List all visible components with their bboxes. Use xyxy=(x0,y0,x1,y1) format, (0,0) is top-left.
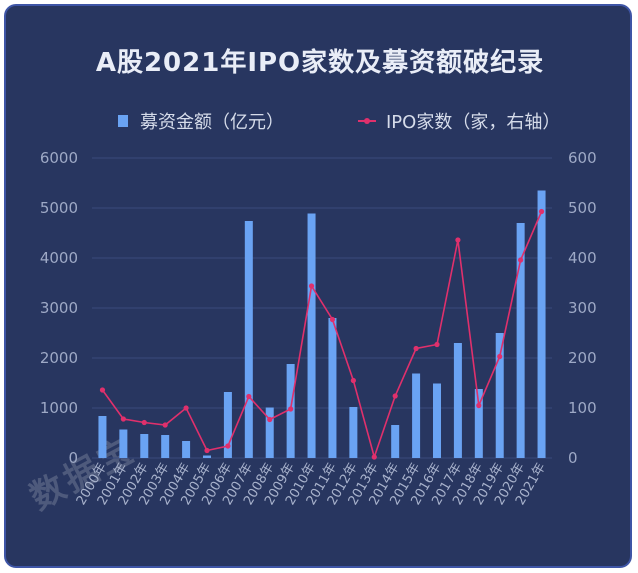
legend-item-bar: 募资金额（亿元） xyxy=(118,110,284,136)
bar xyxy=(161,435,170,458)
y-tick-left: 5000 xyxy=(40,199,78,217)
line-point xyxy=(308,283,315,289)
bar xyxy=(223,392,232,458)
bar xyxy=(433,383,441,458)
line-point xyxy=(476,402,482,409)
line-point xyxy=(371,454,377,460)
y-tick-left: 1000 xyxy=(40,399,78,417)
legend: 募资金额（亿元） IPO家数（家，右轴） xyxy=(6,110,630,136)
bar xyxy=(265,407,274,458)
line-point xyxy=(455,237,461,243)
y-tick-right: 0 xyxy=(568,449,578,467)
bar xyxy=(495,333,504,458)
line-point xyxy=(434,341,440,348)
chart-card: A股2021年IPO家数及募资额破纪录 募资金额（亿元） IPO家数（家，右轴）… xyxy=(4,4,632,568)
bar xyxy=(203,455,211,458)
bar xyxy=(453,343,462,458)
line-point xyxy=(183,405,189,411)
line-point xyxy=(288,406,294,412)
line-point xyxy=(518,257,524,263)
legend-label-bar: 募资金额（亿元） xyxy=(140,112,284,133)
bar xyxy=(140,434,149,458)
line-point xyxy=(120,416,126,422)
bar xyxy=(391,425,400,458)
y-tick-right: 200 xyxy=(568,349,597,367)
y-tick-left: 3000 xyxy=(40,299,78,317)
bar xyxy=(412,373,421,458)
line-point xyxy=(141,419,147,426)
line-swatch-icon xyxy=(358,115,376,127)
line-point xyxy=(225,443,231,449)
y-tick-right: 600 xyxy=(568,149,597,167)
y-tick-right: 100 xyxy=(568,399,597,417)
y-tick-left: 2000 xyxy=(40,349,78,367)
line-point xyxy=(162,422,168,428)
y-tick-left: 6000 xyxy=(40,149,78,167)
y-tick-left: 0 xyxy=(68,449,78,467)
line-point xyxy=(413,345,419,352)
bar xyxy=(328,318,337,458)
y-tick-right: 500 xyxy=(568,199,597,217)
bar xyxy=(98,416,107,458)
line-point xyxy=(538,208,545,215)
line-point xyxy=(246,393,252,400)
legend-label-line: IPO家数（家，右轴） xyxy=(386,112,561,133)
y-tick-left: 4000 xyxy=(40,249,78,267)
line-point xyxy=(350,377,356,384)
line-point xyxy=(392,393,398,399)
line-point xyxy=(497,353,503,360)
line-point xyxy=(329,316,336,323)
line-point xyxy=(204,447,210,454)
bar xyxy=(516,223,525,458)
bar xyxy=(244,221,253,458)
bar xyxy=(119,429,128,458)
ipo-count-line xyxy=(101,211,543,460)
line-point xyxy=(99,387,106,393)
bar-swatch-icon xyxy=(118,115,128,127)
bar xyxy=(537,190,546,458)
chart-title: A股2021年IPO家数及募资额破纪录 xyxy=(95,48,545,78)
line-point xyxy=(267,416,273,423)
bar xyxy=(474,389,483,458)
bar xyxy=(182,441,191,458)
legend-item-line: IPO家数（家，右轴） xyxy=(358,110,560,136)
bar xyxy=(307,213,316,458)
y-tick-right: 400 xyxy=(568,249,597,267)
y-tick-right: 300 xyxy=(568,299,597,317)
bar xyxy=(349,407,358,458)
